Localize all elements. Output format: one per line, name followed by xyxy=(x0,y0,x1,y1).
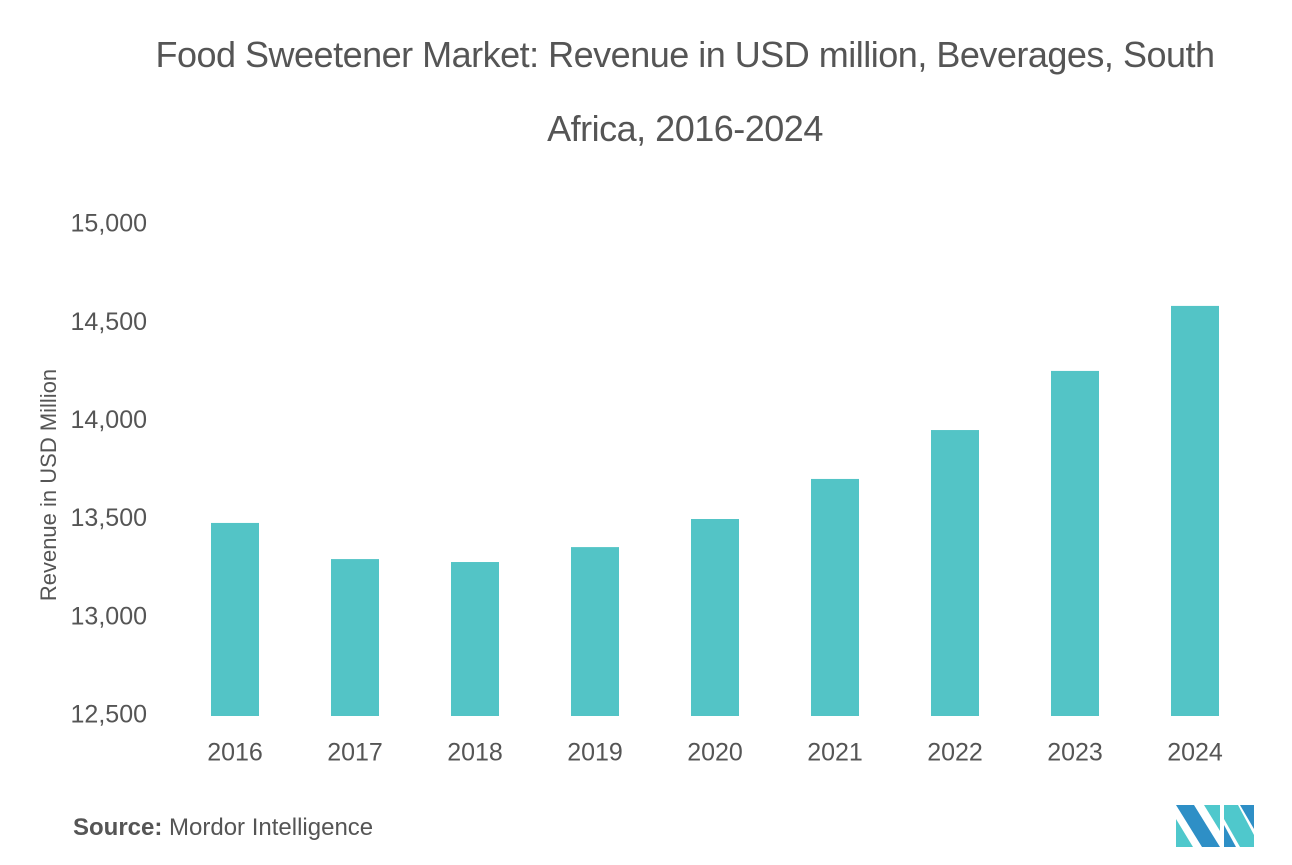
source-note: Source: Mordor Intelligence xyxy=(73,814,373,842)
y-axis-ticks: 12,500 13,000 13,500 14,000 14,500 15,000 xyxy=(71,210,147,729)
x-tick-label: 2017 xyxy=(327,739,383,767)
bar-2019 xyxy=(571,547,619,716)
chart-title-line-1: Food Sweetener Market: Revenue in USD mi… xyxy=(155,34,1215,75)
bar-2024 xyxy=(1171,305,1219,716)
x-tick-label: 2019 xyxy=(567,739,623,767)
x-tick-label: 2023 xyxy=(1047,739,1103,767)
x-tick-label: 2016 xyxy=(207,739,263,767)
mordor-intelligence-logo-icon xyxy=(1176,805,1254,847)
bar-2018 xyxy=(451,562,499,716)
bar-2023 xyxy=(1051,370,1099,716)
bar-2017 xyxy=(331,559,379,716)
source-label: Source: xyxy=(73,814,163,841)
bars xyxy=(211,305,1219,716)
bar-2021 xyxy=(811,478,859,716)
y-tick-label: 14,500 xyxy=(71,308,147,336)
y-tick-label: 13,500 xyxy=(71,504,147,532)
x-axis-ticks: 2016 2017 2018 2019 2020 2021 2022 2023 2024 xyxy=(207,739,1223,767)
x-tick-label: 2024 xyxy=(1167,739,1223,767)
y-axis-label: Revenue in USD Million xyxy=(36,369,61,601)
y-tick-label: 12,500 xyxy=(71,701,147,729)
source-value: Mordor Intelligence xyxy=(169,814,374,841)
bar-2020 xyxy=(691,519,739,716)
bar-2022 xyxy=(931,430,979,716)
y-tick-label: 15,000 xyxy=(71,210,147,238)
bar-2016 xyxy=(211,522,259,716)
x-tick-label: 2018 xyxy=(447,739,503,767)
x-tick-label: 2021 xyxy=(807,739,863,767)
x-tick-label: 2022 xyxy=(927,739,983,767)
chart-title-line-2: Africa, 2016-2024 xyxy=(547,108,823,149)
x-tick-label: 2020 xyxy=(687,739,743,767)
y-tick-label: 13,000 xyxy=(71,602,147,630)
y-tick-label: 14,000 xyxy=(71,406,147,434)
